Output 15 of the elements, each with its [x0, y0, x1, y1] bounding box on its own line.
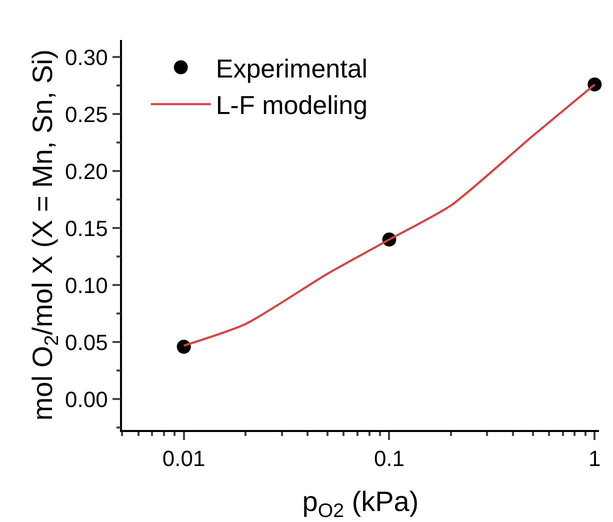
x-tick-label: 0.01	[162, 446, 206, 472]
y-tick-label: 0.05	[65, 330, 108, 355]
y-tick-label: 0.25	[65, 102, 108, 127]
y-tick-label: 0.10	[65, 272, 108, 298]
x-tick-label: 1	[588, 446, 601, 472]
y-tick-label: 0.30	[65, 44, 108, 70]
point	[176, 340, 191, 354]
y-tick-label: 0.15	[65, 216, 108, 241]
y-tick-label: 0.00	[65, 386, 108, 412]
legend-label: L-F modeling	[216, 90, 368, 120]
legend-label: Experimental	[216, 53, 368, 84]
y-tick-label: 0.20	[65, 158, 108, 184]
x-tick-label: 0.1	[374, 446, 405, 472]
x-axis-title: p$_{O2}$ (kPa)	[302, 486, 419, 522]
point	[588, 77, 602, 92]
